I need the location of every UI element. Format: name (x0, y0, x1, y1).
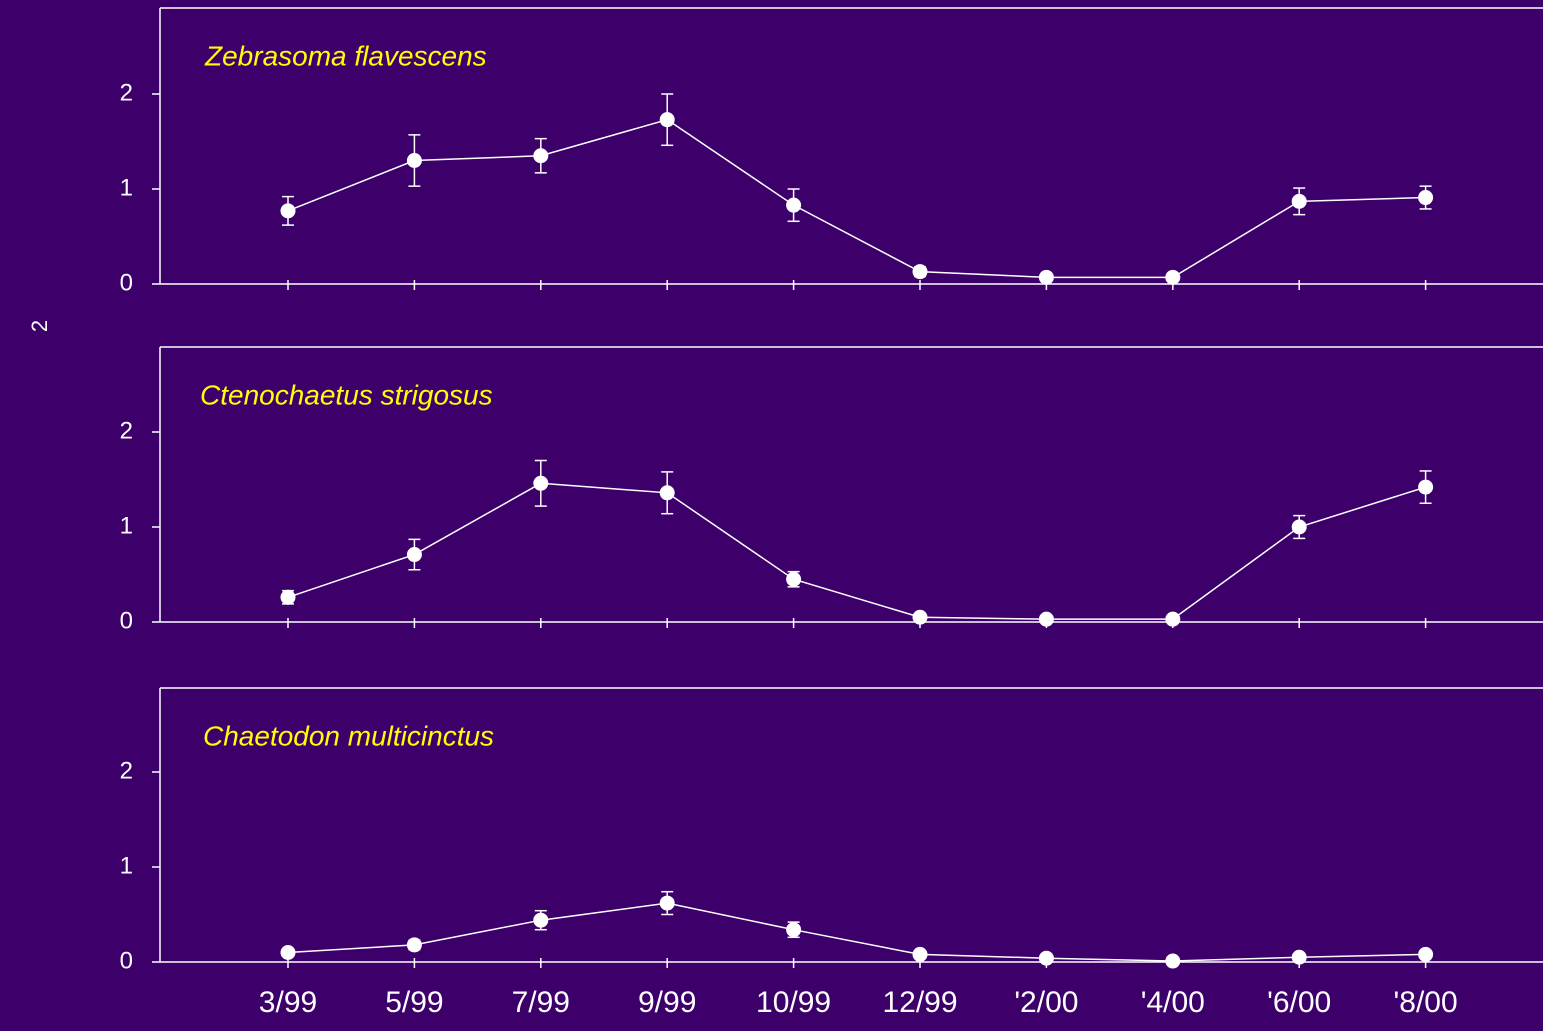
x-tick-label: '4/00 (1141, 986, 1205, 1019)
data-point (533, 148, 549, 164)
data-point (1165, 611, 1181, 627)
y-tick-label: 2 (120, 79, 133, 106)
data-point (280, 589, 296, 605)
y-tick-label: 0 (120, 269, 133, 296)
x-tick-label: 9/99 (638, 986, 696, 1019)
y-axis-label-fragment: 2 (27, 320, 52, 332)
y-tick-label: 0 (120, 607, 133, 634)
series-line (287, 118, 1426, 279)
data-point (659, 895, 675, 911)
data-point (406, 547, 422, 563)
data-point (533, 912, 549, 928)
data-point (1418, 190, 1434, 206)
data-point (786, 571, 802, 587)
data-point (1038, 611, 1054, 627)
data-point (1038, 269, 1054, 285)
data-point (1165, 269, 1181, 285)
data-point (659, 112, 675, 128)
y-tick-label: 1 (120, 852, 133, 879)
x-tick-label: 7/99 (512, 986, 570, 1019)
x-tick-label: '8/00 (1394, 986, 1458, 1019)
data-point (1038, 950, 1054, 966)
data-point (406, 937, 422, 953)
data-point (533, 475, 549, 491)
panel-2: 0 1 2 Ctenochaetus strigosus (120, 346, 1543, 634)
chart-panels: 0 1 2 Zebrasoma flavescens 0 1 2 Ctenochaetus s… (120, 7, 1543, 974)
panel-1: 0 1 2 Zebrasoma flavescens (120, 7, 1543, 296)
data-point (786, 197, 802, 213)
data-point (659, 485, 675, 501)
x-tick-label: '2/00 (1014, 986, 1078, 1019)
y-tick-label: 1 (120, 174, 133, 201)
series-line (287, 482, 1426, 620)
data-point (280, 203, 296, 219)
x-tick-label: 3/99 (259, 986, 317, 1019)
panel-title: Chaetodon multicinctus (203, 720, 494, 751)
data-point (1291, 519, 1307, 535)
data-point (1291, 949, 1307, 965)
y-tick-label: 1 (120, 512, 133, 539)
data-point (1165, 953, 1181, 969)
data-point (786, 922, 802, 938)
panel-title: Ctenochaetus strigosus (200, 379, 493, 410)
y-tick-label: 2 (120, 417, 133, 444)
x-tick-labels: 3/99 5/99 7/99 9/99 10/99 12/99 '2/00 '4/00 '6/0… (259, 986, 1458, 1019)
y-tick-label: 0 (120, 947, 133, 974)
x-tick-label: 5/99 (385, 986, 443, 1019)
data-point (1418, 479, 1434, 495)
x-tick-label: 10/99 (756, 986, 831, 1019)
series-line (287, 902, 1426, 962)
data-point (1291, 193, 1307, 209)
data-point (912, 264, 928, 280)
panel-3: 0 1 2 Chaetodon multicinctus (120, 687, 1543, 974)
panel-title: Zebrasoma flavescens (204, 40, 487, 71)
x-tick-label: '6/00 (1267, 986, 1331, 1019)
data-point (912, 946, 928, 962)
data-point (1418, 946, 1434, 962)
data-point (912, 609, 928, 625)
y-tick-label: 2 (120, 757, 133, 784)
data-point (406, 153, 422, 168)
data-point (280, 945, 296, 960)
x-tick-label: 12/99 (882, 986, 957, 1019)
